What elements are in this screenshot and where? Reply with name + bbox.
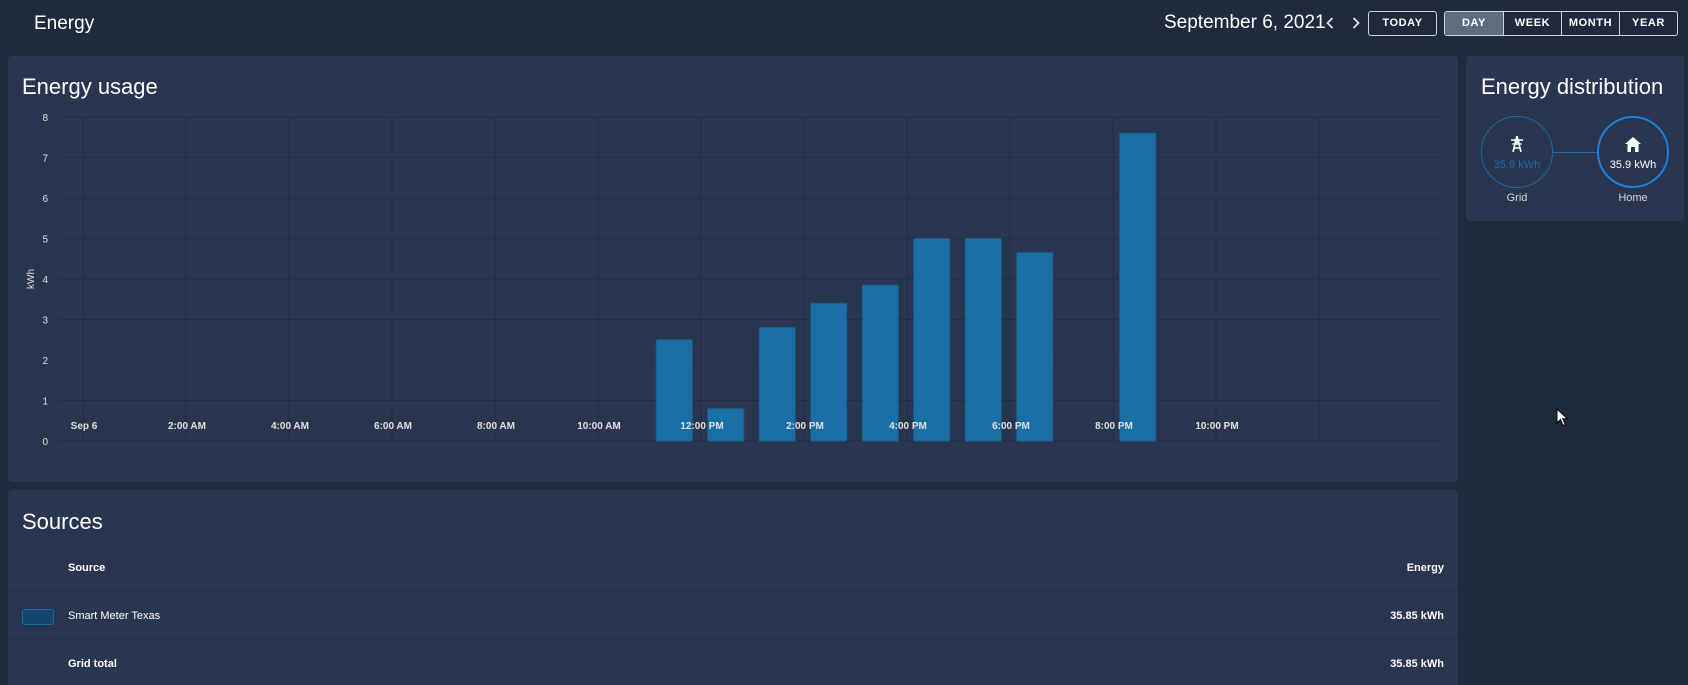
energy-distribution-title: Energy distribution [1481,74,1664,99]
chevron-right-icon [1352,17,1360,29]
home-node[interactable]: 35.9 kWh [1597,116,1669,188]
y-tick-label: 7 [42,154,48,165]
x-tick-label: 4:00 PM [889,421,927,432]
energy-usage-card: Energy usage 0 1 2 3 4 5 6 7 8 Sep 6 2:00 AM 4:00 A… [8,56,1458,482]
x-tick-label: 6:00 AM [374,421,412,432]
transmission-tower-icon [1482,134,1552,159]
bar [810,302,848,442]
bar [861,284,899,442]
previous-period-button[interactable] [1319,12,1341,34]
x-tick-label: 8:00 PM [1095,421,1133,432]
y-tick-label: 4 [42,275,48,286]
sources-title: Sources [22,509,103,534]
source-color-swatch [22,609,54,625]
next-period-button[interactable] [1345,12,1367,34]
source-column-header[interactable]: Source [68,562,106,574]
bar [964,238,1002,442]
grid-home-link [1553,152,1597,153]
table-row-total: Grid total 35.85 kWh [8,641,1458,685]
bar [1016,252,1054,442]
top-bar: Energy September 6, 2021 TODAY DAY WEEK … [0,0,1688,48]
period-year-button[interactable]: YEAR [1619,12,1677,35]
period-week-button[interactable]: WEEK [1503,12,1561,35]
x-tick-label: 6:00 PM [992,421,1030,432]
grid-node[interactable]: 35.9 kWh [1481,116,1553,188]
x-tick-label: 4:00 AM [271,421,309,432]
y-tick-label: 0 [42,437,48,448]
bar [758,327,796,442]
grid-energy-value: 35.9 kWh [1493,159,1541,171]
y-tick-label: 6 [42,194,48,205]
energy-column-header[interactable]: Energy [1406,562,1444,574]
y-axis-title: kWh [26,269,37,289]
today-button[interactable]: TODAY [1368,11,1437,36]
y-tick-label: 3 [42,316,48,327]
x-tick-label: Sep 6 [71,421,98,432]
chevron-left-icon [1326,17,1334,29]
source-name: Smart Meter Texas [68,610,161,622]
energy-usage-chart: 0 1 2 3 4 5 6 7 8 Sep 6 2:00 AM 4:00 AM 6:00 AM 8:00 … [26,113,1442,448]
y-tick-label: 5 [42,235,48,246]
x-tick-label: 12:00 PM [680,421,723,432]
sources-table-header: Source Energy [8,550,1458,592]
x-tick-label: 8:00 AM [477,421,515,432]
x-tick-label: 10:00 PM [1195,421,1238,432]
sources-card: Sources [8,490,1458,685]
period-month-button[interactable]: MONTH [1561,12,1619,35]
bar [707,408,745,442]
energy-usage-title: Energy usage [22,74,158,99]
y-tick-label: 2 [42,356,48,367]
date-label: September 6, 2021 [1164,12,1326,33]
table-row: Smart Meter Texas 35.85 kWh [8,593,1458,640]
y-tick-label: 8 [42,113,48,124]
home-energy-value: 35.9 kWh [1609,159,1657,171]
x-tick-label: 10:00 AM [577,421,621,432]
bar [913,238,951,442]
home-node-label: Home [1618,192,1648,204]
grid-total-value: 35.85 kWh [1390,658,1444,670]
y-tick-label: 1 [42,397,48,408]
source-energy-value: 35.85 kWh [1390,610,1444,622]
mouse-cursor [1556,407,1570,433]
bar [1119,132,1157,442]
period-selector: DAY WEEK MONTH YEAR [1444,11,1678,36]
bar [655,339,693,442]
x-tick-label: 2:00 PM [786,421,824,432]
home-icon [1599,135,1667,160]
x-tick-label: 2:00 AM [168,421,206,432]
grid-node-label: Grid [1506,192,1528,204]
page-title: Energy [34,13,95,34]
grid-total-label: Grid total [68,658,117,670]
period-day-button[interactable]: DAY [1445,12,1503,35]
